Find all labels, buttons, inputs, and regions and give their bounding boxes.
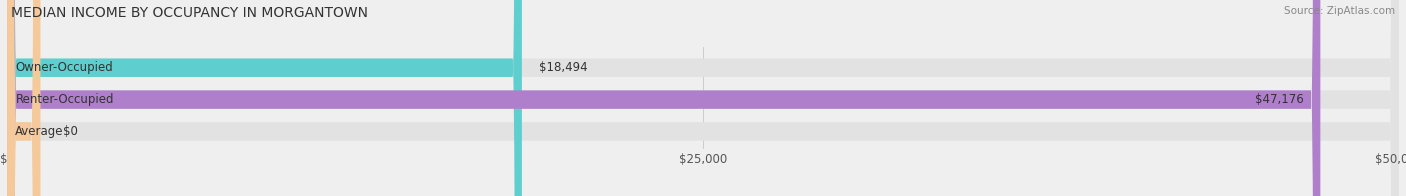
Text: $18,494: $18,494 bbox=[538, 61, 588, 74]
FancyBboxPatch shape bbox=[7, 0, 1399, 196]
Text: Source: ZipAtlas.com: Source: ZipAtlas.com bbox=[1284, 6, 1395, 16]
Text: $0: $0 bbox=[63, 125, 77, 138]
FancyBboxPatch shape bbox=[7, 0, 1399, 196]
FancyBboxPatch shape bbox=[7, 0, 1399, 196]
Text: MEDIAN INCOME BY OCCUPANCY IN MORGANTOWN: MEDIAN INCOME BY OCCUPANCY IN MORGANTOWN bbox=[11, 6, 368, 20]
FancyBboxPatch shape bbox=[7, 0, 522, 196]
Text: $47,176: $47,176 bbox=[1256, 93, 1303, 106]
Text: Average: Average bbox=[15, 125, 63, 138]
FancyBboxPatch shape bbox=[7, 0, 41, 196]
Text: Owner-Occupied: Owner-Occupied bbox=[15, 61, 112, 74]
FancyBboxPatch shape bbox=[7, 0, 1320, 196]
Text: Renter-Occupied: Renter-Occupied bbox=[15, 93, 114, 106]
